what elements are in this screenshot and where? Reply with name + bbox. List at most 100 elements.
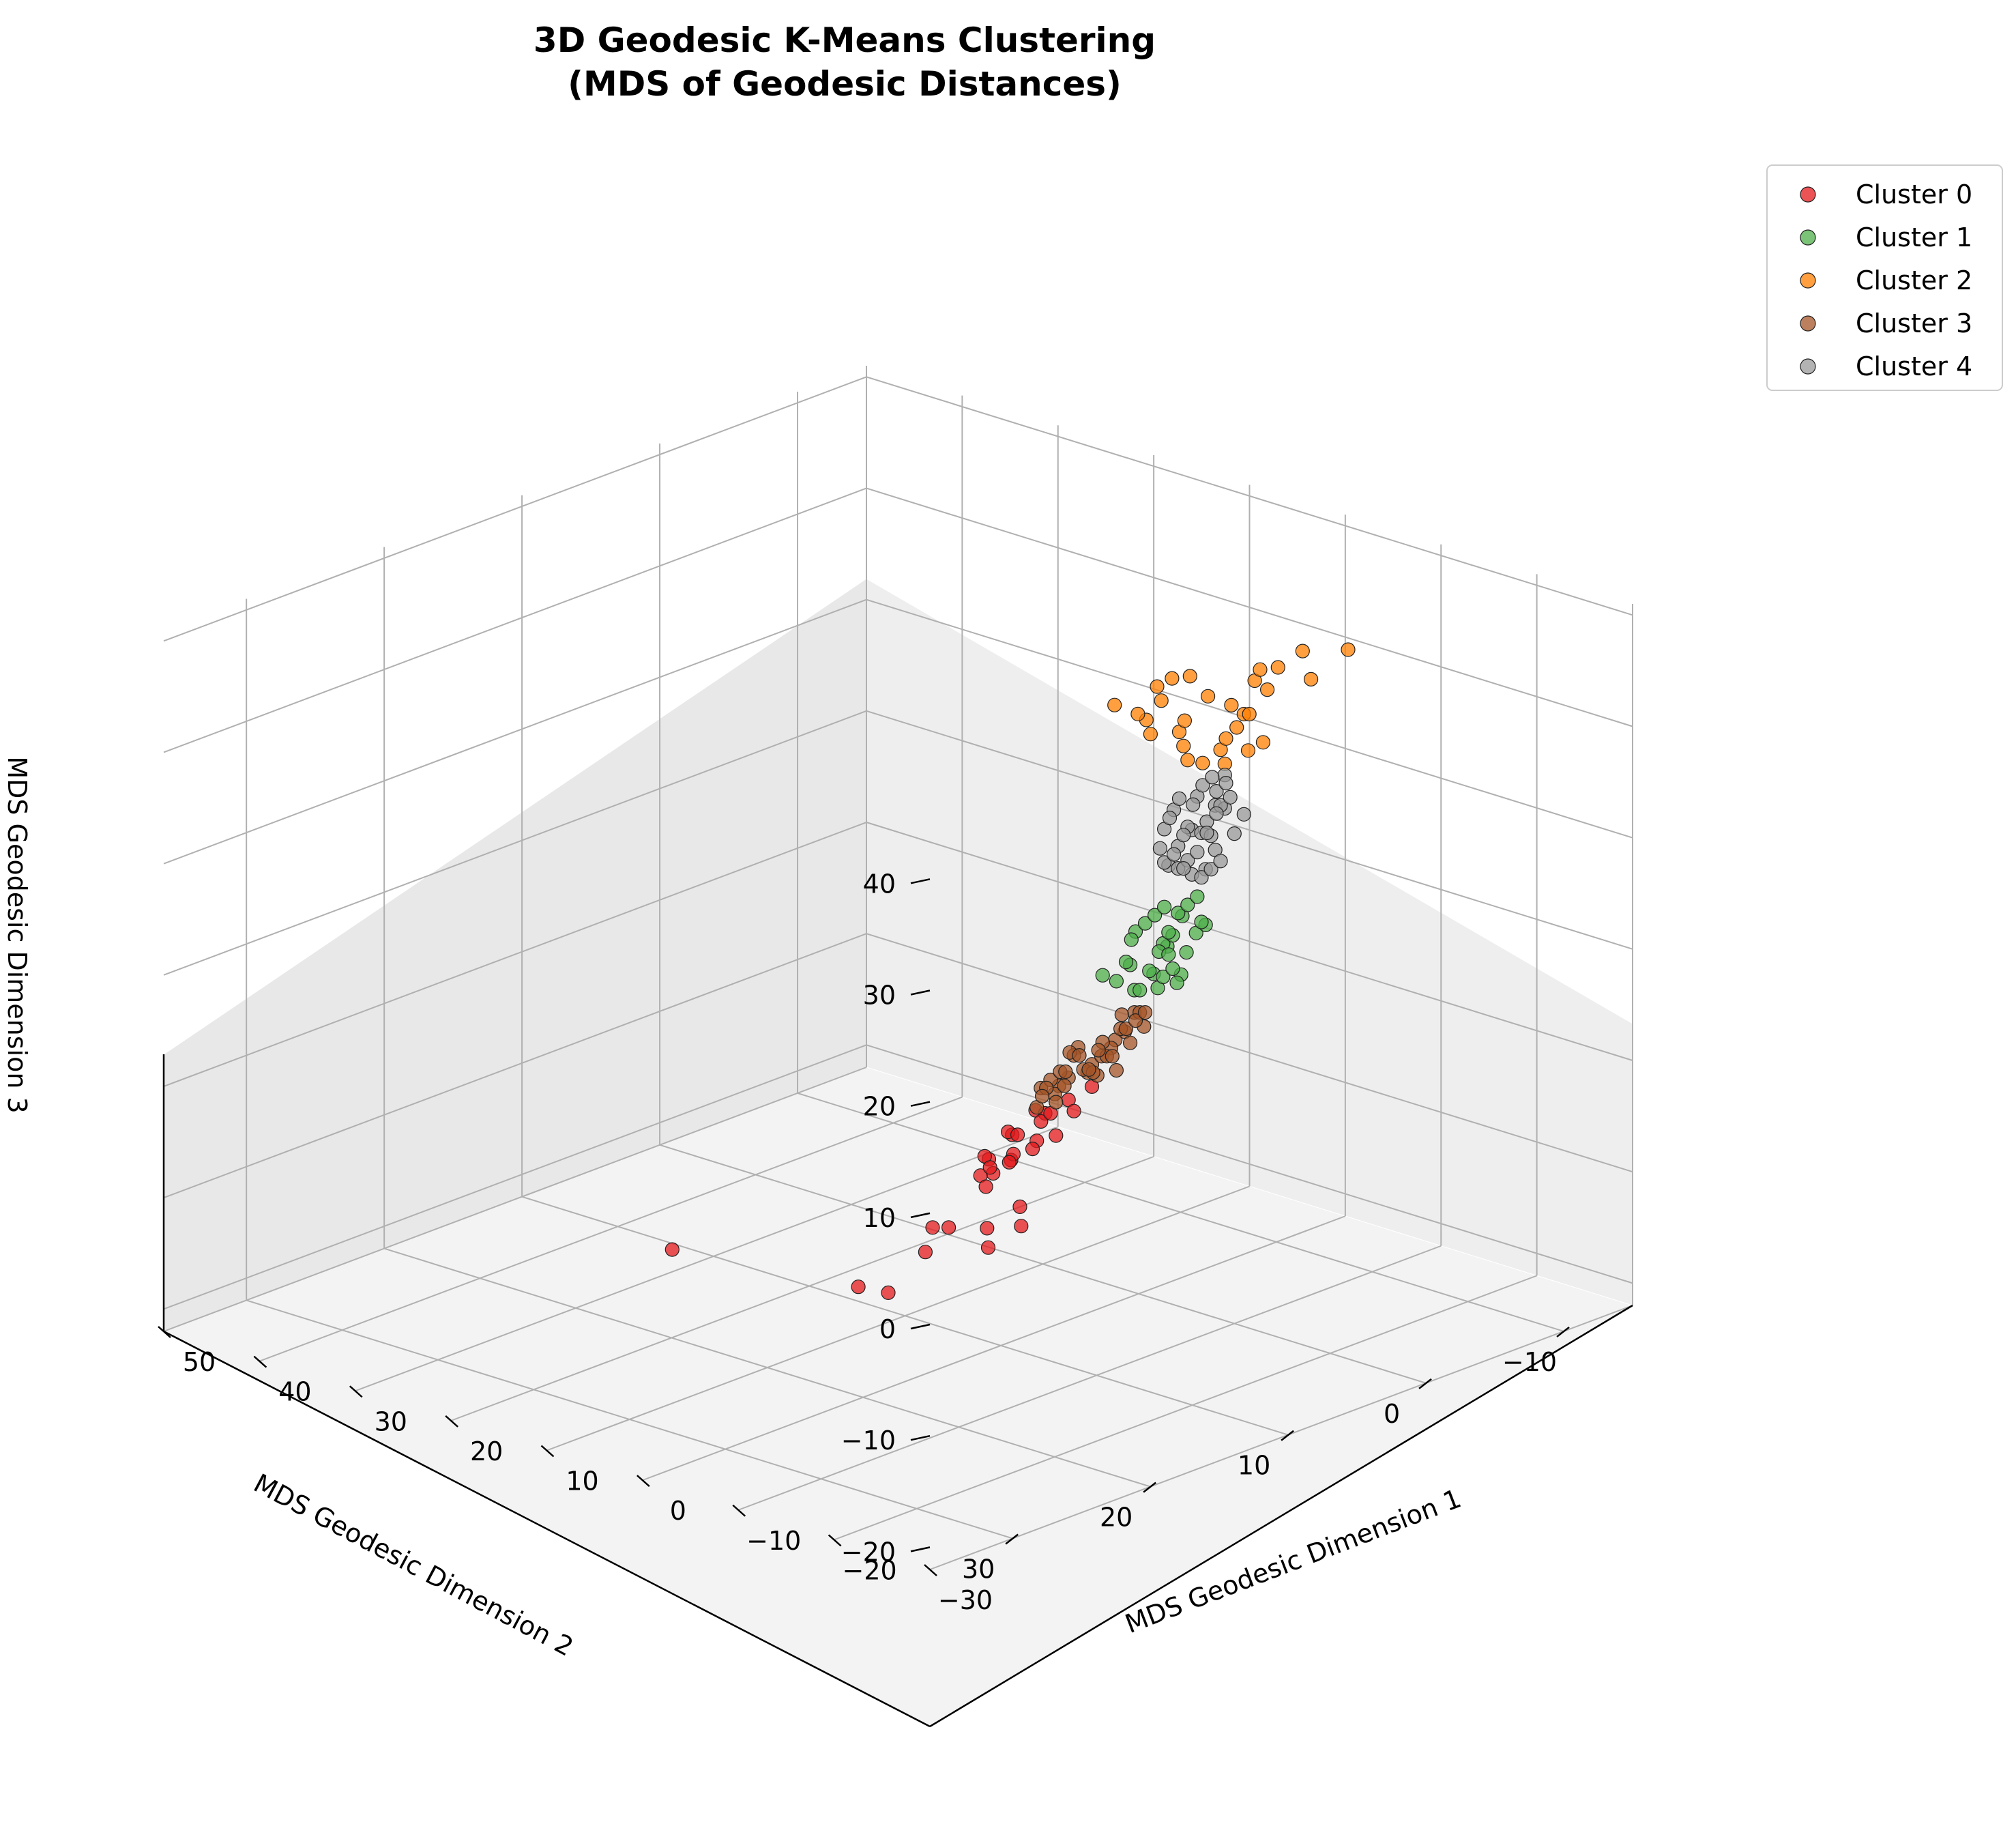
gridline-z-left [163,933,867,1199]
data-point-cluster-0 [1034,1114,1049,1129]
scatter-points [664,642,1356,1301]
data-point-cluster-1 [1171,906,1186,921]
data-point-cluster-0 [1025,1141,1040,1157]
data-point-cluster-1 [1179,944,1194,960]
data-point-cluster-2 [1341,642,1356,657]
gridline-x-floor [259,1096,963,1362]
data-point-cluster-4 [1166,847,1182,862]
data-point-cluster-2 [1259,682,1275,697]
z-tick-label: 40 [863,869,896,899]
data-point-cluster-0 [941,1220,956,1235]
y-tick-label: 10 [1238,1451,1270,1481]
data-point-cluster-4 [1227,826,1242,841]
x-tick-label: −10 [746,1526,801,1556]
y-tick [1005,1533,1019,1545]
gridline-x-floor [929,1305,1633,1570]
data-point-cluster-3 [1105,1049,1120,1064]
data-point-cluster-1 [1137,916,1153,931]
chart-title-line-2: (MDS of Geodesic Distances) [568,64,1122,104]
gridline-z-left [163,598,867,865]
gridline-z-right [866,822,1633,1061]
gridline-y-floor [797,1092,1564,1332]
x-tick-label: 10 [566,1466,598,1496]
data-point-cluster-0 [980,1221,995,1236]
x-tick-label: 20 [470,1436,503,1466]
gridline-x-floor [642,1215,1346,1481]
data-point-cluster-0 [851,1279,866,1295]
data-point-cluster-2 [1295,644,1310,659]
legend-label-1: Cluster 1 [1856,222,1972,252]
data-point-cluster-4 [1186,797,1201,812]
x-tick-label: 0 [670,1496,686,1526]
x-tick-label: 50 [183,1347,216,1377]
data-point-cluster-0 [881,1285,896,1301]
z-tick [910,989,931,996]
legend-marker-3 [1800,315,1816,332]
z-tick-label: −10 [841,1426,896,1456]
data-point-cluster-3 [1058,1064,1073,1080]
gridline-x-floor [450,1155,1154,1421]
data-point-cluster-4 [1195,778,1210,793]
z-tick-label: 20 [863,1092,896,1122]
data-point-cluster-3 [1081,1062,1096,1077]
data-point-cluster-4 [1171,791,1187,807]
data-point-cluster-2 [1150,679,1165,694]
legend-frame [1766,164,2003,391]
data-point-cluster-1 [1169,975,1184,990]
legend-marker-1 [1800,229,1816,246]
data-point-cluster-0 [980,1240,996,1255]
data-point-cluster-0 [1010,1127,1025,1142]
data-point-cluster-0 [1049,1128,1064,1143]
data-point-cluster-1 [1156,899,1172,914]
data-point-cluster-4 [1156,855,1172,870]
x-tick [445,1415,458,1428]
gridline-z-left [163,487,867,753]
data-point-cluster-3 [1109,1062,1124,1078]
gridlines [163,366,1633,1570]
gridline-z-right [866,1044,1633,1284]
x-tick [158,1326,171,1338]
x-tick-label: 30 [375,1406,407,1436]
data-point-cluster-4 [1203,862,1218,877]
data-point-cluster-1 [1161,925,1176,940]
z-tick [910,1546,931,1552]
data-point-cluster-0 [664,1242,680,1257]
data-point-cluster-4 [1176,828,1191,843]
z-axis-title: MDS Geodesic Dimension 3 [2,756,32,1113]
data-point-cluster-0 [978,1179,993,1194]
data-point-cluster-1 [1124,932,1139,947]
data-point-cluster-1 [1133,983,1148,998]
data-point-cluster-4 [1209,783,1224,799]
data-point-cluster-2 [1240,743,1256,758]
data-point-cluster-0 [982,1160,997,1175]
data-point-cluster-2 [1200,689,1216,704]
data-point-cluster-4 [1199,825,1214,841]
gridline-x-floor [834,1275,1537,1541]
z-tick-label: 10 [863,1203,896,1233]
axes: −30 −20 −10 0 10 20 30 40 50 −10 0 10 20 30 −20 −10 0 10 2… [158,869,1633,1728]
data-point-cluster-3 [1122,1035,1138,1050]
gridline-z-right [866,933,1633,1173]
z-tick-label: 0 [879,1314,896,1344]
data-point-cluster-0 [1066,1103,1081,1118]
data-point-cluster-2 [1303,671,1319,687]
legend-label-4: Cluster 4 [1856,351,1972,381]
data-point-cluster-4 [1176,861,1191,876]
data-point-cluster-2 [1180,753,1195,768]
data-point-cluster-2 [1154,693,1169,708]
data-point-cluster-1 [1118,954,1134,970]
data-point-cluster-1 [1109,974,1124,989]
x-tick-label: 40 [278,1377,311,1407]
data-point-cluster-2 [1143,727,1158,742]
legend-marker-2 [1800,272,1816,289]
data-point-cluster-2 [1229,720,1244,735]
data-point-cluster-2 [1253,662,1268,677]
z-tick [910,1212,931,1219]
x-tick [540,1445,555,1458]
data-point-cluster-2 [1255,735,1271,750]
y-tick-label: 30 [962,1554,995,1584]
data-point-cluster-1 [1095,968,1110,983]
data-point-cluster-2 [1182,669,1197,684]
data-point-cluster-4 [1223,790,1238,805]
gridline-y-floor [383,1247,1151,1488]
